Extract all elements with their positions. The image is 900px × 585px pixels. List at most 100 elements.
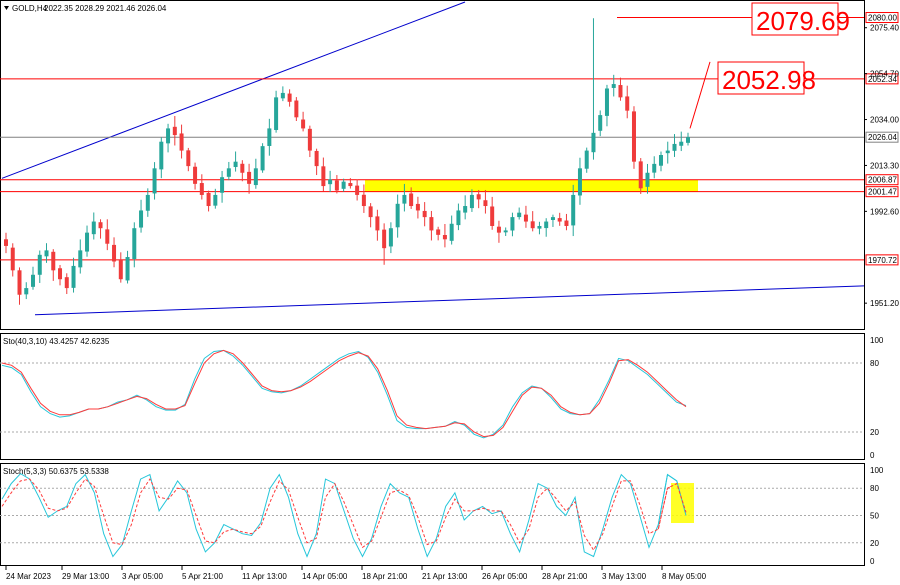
candle-body (10, 247, 15, 271)
candle-body (604, 88, 609, 116)
candle-body (631, 111, 636, 162)
candle-body (334, 180, 339, 191)
candle-body (686, 137, 690, 143)
candle-body (523, 214, 528, 222)
candle-body (4, 239, 8, 246)
candle-body (199, 183, 204, 195)
oscillator-series-0 (1, 472, 687, 558)
oscillator-tail-1 (657, 482, 687, 530)
candle-body (233, 161, 238, 168)
candle-body (118, 260, 123, 280)
time-tick-0: 24 Mar 2023 (6, 572, 51, 581)
triangle-down-icon[interactable] (4, 6, 9, 10)
price-tick-5: 1951.20 (870, 299, 899, 308)
level-label-4: 2001.47 (868, 188, 897, 197)
time-tick-9: 28 Apr 21:00 (542, 572, 588, 581)
candle-body (544, 221, 549, 229)
candle-body (37, 254, 42, 275)
candle-body (382, 229, 387, 249)
candle-body (294, 100, 299, 118)
time-tick-3: 5 Apr 21:00 (182, 572, 223, 581)
candle-body (658, 155, 663, 166)
price-tick-0: 2075.40 (870, 24, 899, 33)
candle-body (395, 203, 400, 228)
candle-body (375, 216, 380, 231)
candle-body (253, 168, 258, 186)
price-tick-3: 2013.30 (870, 161, 899, 170)
candle-body (58, 268, 63, 280)
candle-body (78, 250, 83, 268)
price-tick-4: 1992.60 (870, 207, 899, 216)
time-tick-5: 14 Apr 05:00 (302, 572, 348, 581)
stochastic-5-panel (0, 472, 864, 558)
candle-body (152, 168, 157, 194)
time-tick-4: 11 Apr 13:00 (242, 572, 287, 581)
time-tick-2: 3 Apr 05:00 (122, 572, 163, 581)
candle-body (517, 212, 522, 218)
candle-body (213, 194, 218, 206)
candle-body (301, 119, 306, 129)
candle-body (193, 166, 198, 184)
annotation-2052-box (717, 61, 805, 95)
candle-body (429, 217, 434, 231)
candle-body (355, 185, 360, 195)
candle-body (307, 128, 312, 151)
projection-line (689, 61, 711, 129)
candle-body (341, 181, 346, 189)
candle-body (638, 161, 643, 189)
oscillator-series-1 (1, 478, 687, 552)
candle-body (368, 206, 373, 218)
candle-body (274, 97, 279, 130)
candle-body (240, 163, 245, 173)
level-tag-4 (865, 186, 899, 198)
candle-body (112, 244, 117, 262)
candle-body (652, 163, 657, 173)
level-label-0: 2080.00 (868, 14, 897, 23)
candle-body (159, 141, 164, 170)
annotation-2079-box (751, 2, 839, 36)
candle-body (456, 210, 461, 226)
candle-body (645, 172, 650, 187)
candle-body (409, 193, 414, 207)
candle-body (314, 150, 319, 167)
candle-body (550, 217, 555, 220)
candle-body (64, 277, 69, 289)
time-tick-7: 21 Apr 13:00 (422, 572, 468, 581)
candle-body (449, 223, 454, 241)
level-label-3: 2006.87 (868, 176, 897, 185)
candle-body (71, 265, 76, 288)
candle-body (105, 229, 110, 244)
candle-body (469, 194, 474, 209)
candle-body (422, 210, 427, 218)
candle-body (17, 270, 22, 295)
candle-body (611, 84, 616, 88)
candle-body (287, 93, 292, 102)
candle-body (415, 203, 420, 211)
time-tick-10: 3 May 13:00 (602, 572, 647, 581)
price-tick-1: 2054.70 (870, 70, 899, 79)
stochastic-40-panel (0, 349, 864, 439)
oscillator-series-1 (1, 349, 687, 438)
candle-body (172, 126, 177, 136)
candle-body (625, 96, 630, 111)
candle-body (436, 229, 441, 235)
candle-body (476, 194, 481, 200)
candle-body (51, 251, 56, 271)
time-tick-6: 18 Apr 21:00 (362, 572, 408, 581)
candle-body (226, 168, 231, 177)
level-tag-2 (865, 131, 899, 143)
time-tick-8: 26 Apr 05:00 (482, 572, 528, 581)
level-tag-3 (865, 174, 899, 186)
oscillator-series-0 (1, 349, 687, 439)
main-chart-frame (0, 0, 865, 330)
symbol-title: GOLD,H4 (12, 4, 48, 13)
candle-body (206, 192, 211, 207)
candle-body (388, 228, 393, 247)
candle-body (132, 228, 137, 260)
lower-trendline (34, 285, 865, 316)
level-label-1: 2052.34 (868, 75, 897, 84)
candle-body (85, 232, 90, 252)
candle-body (618, 85, 623, 98)
annotation-2079-text: 2079.69 (756, 6, 850, 36)
